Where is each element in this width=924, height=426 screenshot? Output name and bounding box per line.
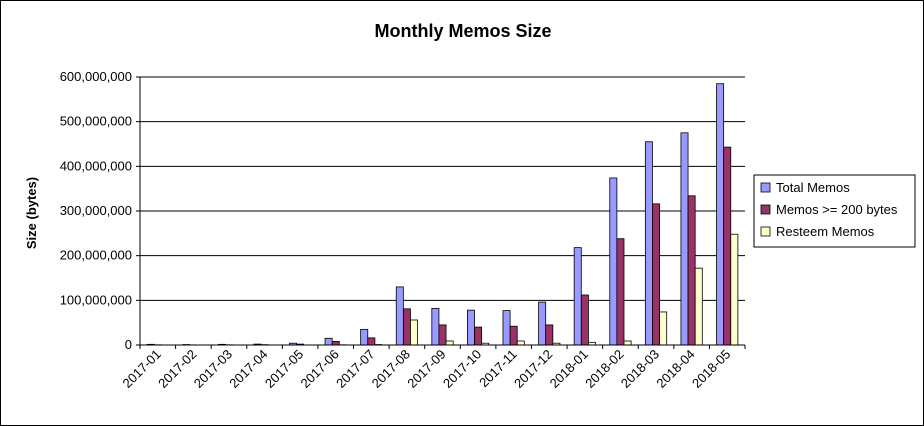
x-tick-label: 2018-03 (618, 347, 662, 391)
x-tick-label: 2017-10 (440, 347, 484, 391)
bar (580, 294, 589, 346)
x-tick-label: 2017-05 (262, 347, 306, 391)
bar (644, 141, 653, 346)
x-tick-label: 2017-03 (191, 347, 235, 391)
y-tick-label: 400,000,000 (60, 158, 132, 173)
bar (324, 337, 333, 346)
bar (410, 319, 418, 346)
x-tick-label: 2017-02 (155, 347, 199, 391)
bar (616, 238, 625, 346)
x-tick-label: 2018-04 (653, 347, 697, 391)
y-tick-label: 0 (125, 337, 132, 352)
x-tick-label: 2018-01 (547, 347, 591, 391)
legend-label: Total Memos (776, 180, 850, 195)
axes (139, 77, 745, 346)
x-tick-label: 2017-09 (404, 347, 448, 391)
bar (680, 132, 689, 346)
bar (502, 310, 511, 346)
legend-box (753, 174, 916, 248)
bar (467, 309, 475, 346)
x-tick-label: 2018-02 (582, 347, 626, 391)
bar (573, 247, 582, 346)
gridlines (140, 76, 745, 301)
y-tick-label: 100,000,000 (60, 292, 132, 307)
bar (331, 341, 340, 346)
y-tick-label: 300,000,000 (60, 203, 132, 218)
legend: Total Memos Memos >= 200 bytes Resteem Mem… (753, 174, 916, 248)
bar (516, 340, 525, 346)
bar (431, 307, 440, 346)
x-tick-label: 2017-08 (369, 347, 413, 391)
bar (716, 83, 725, 346)
legend-label: Memos >= 200 bytes (776, 202, 898, 217)
y-tick-label: 500,000,000 (60, 114, 132, 129)
bar (545, 324, 554, 346)
bar (402, 308, 411, 346)
x-tick-label: 2017-01 (120, 347, 164, 391)
x-tick-label: 2017-12 (511, 347, 555, 391)
x-tick-label: 2017-06 (298, 347, 342, 391)
bar (367, 337, 376, 346)
bar (538, 301, 547, 346)
bar (652, 203, 660, 346)
bar (395, 286, 404, 346)
bar (438, 324, 447, 346)
legend-swatch (760, 182, 771, 193)
bar (730, 233, 739, 346)
bar (694, 267, 703, 346)
y-tick-label: 200,000,000 (60, 248, 132, 263)
y-axis-ticks: 0 100,000,000 200,000,000 300,000,000 400,00… (60, 69, 140, 352)
chart-title: Monthly Memos Size (374, 21, 551, 41)
bar (659, 311, 668, 346)
bar (474, 326, 483, 346)
legend-swatch (760, 204, 771, 215)
bar (360, 328, 369, 346)
bar (445, 340, 454, 346)
legend-swatch (760, 226, 771, 237)
x-tick-label: 2017-07 (333, 347, 377, 391)
y-tick-label: 600,000,000 (60, 69, 132, 84)
bar (509, 325, 518, 346)
legend-label: Resteem Memos (776, 224, 875, 239)
bar (609, 177, 618, 346)
x-axis-ticks: 2017-012017-022017-032017-042017-052017-… (120, 345, 746, 391)
x-tick-label: 2018-05 (689, 347, 733, 391)
y-axis-label: Size (bytes) (24, 177, 39, 249)
x-tick-label: 2017-04 (226, 347, 270, 391)
bar (687, 195, 696, 346)
bars (146, 83, 739, 346)
bar (623, 340, 632, 346)
bar (723, 146, 732, 346)
